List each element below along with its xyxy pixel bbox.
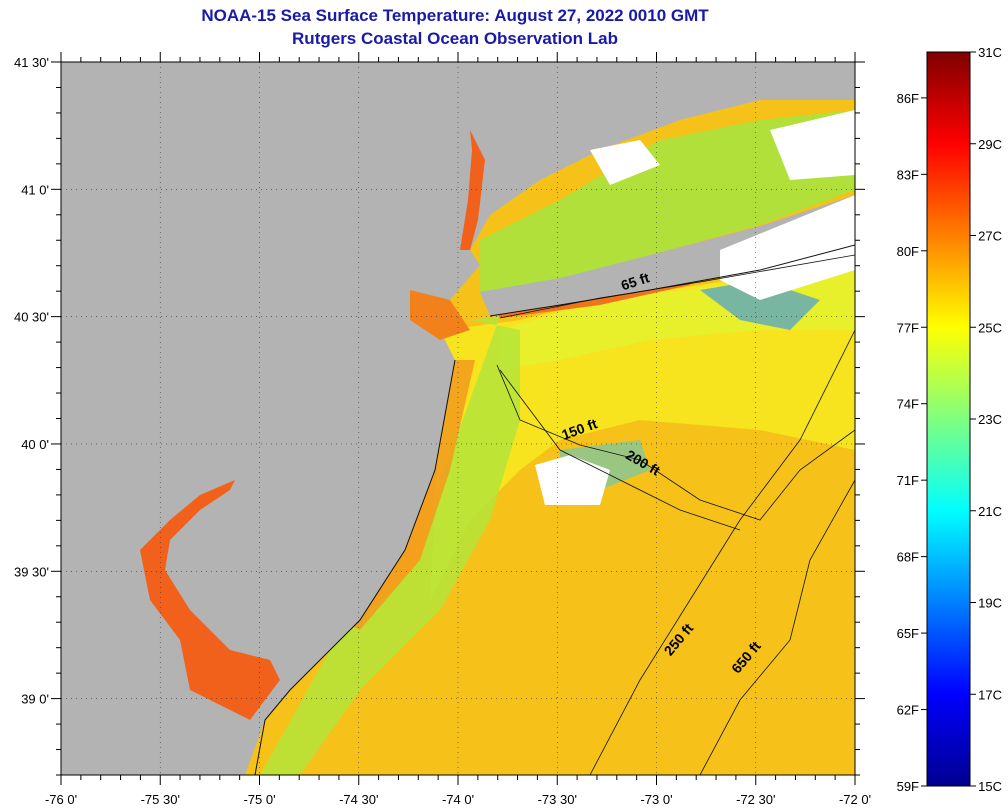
colorbar-label-c: 29C — [978, 137, 1002, 152]
raritan-bay — [410, 290, 470, 340]
colorbar-label-c: 19C — [978, 596, 1002, 611]
y-tick-label: 40 0' — [21, 437, 49, 452]
delaware-bay — [140, 460, 280, 720]
colorbar-label-f: 71F — [897, 473, 919, 488]
x-tick-label: -73 30' — [538, 792, 577, 807]
x-tick-label: -75 0' — [243, 792, 275, 807]
colorbar-label-f: 62F — [897, 703, 919, 718]
colorbar-label-f: 80F — [897, 244, 919, 259]
coastline-nj — [254, 359, 456, 775]
y-tick-label: 39 30' — [14, 564, 49, 579]
y-tick-label: 40 30' — [14, 310, 49, 325]
colorbar-labels: 31C 29C 27C 25C 23C 21C 19C 17C 15C 86F 83F 80F 77F 7… — [897, 45, 1002, 794]
nodata-shelf — [535, 455, 610, 505]
colorbar-label-f: 77F — [897, 320, 919, 335]
colorbar-label-c: 31C — [978, 45, 1002, 60]
sound-waters — [480, 110, 855, 295]
x-tick-label: -72 0' — [839, 792, 871, 807]
contour-65ft — [499, 254, 855, 319]
colorbar-label-c: 15C — [978, 779, 1002, 794]
colorbar-label-f: 68F — [897, 550, 919, 565]
nodata-connecticut — [770, 110, 855, 180]
x-tick-label: -75 30' — [141, 792, 180, 807]
contour-200ft — [499, 369, 741, 531]
colorbar-label-c: 23C — [978, 412, 1002, 427]
colorbar-label-c: 21C — [978, 504, 1002, 519]
axis-ticks: -76 0' -75 30' -75 0' -74 30' -74 0' -73 30' -… — [14, 52, 871, 807]
map-field — [61, 62, 855, 775]
x-tick-label: -74 30' — [339, 792, 378, 807]
cool-patch-northeast — [700, 280, 820, 330]
colorbar-label-f: 83F — [897, 167, 919, 182]
colorbar-label-f: 59F — [897, 779, 919, 794]
x-tick-label: -72 30' — [736, 792, 775, 807]
x-tick-label: -74 0' — [442, 792, 474, 807]
colorbar-label-c: 27C — [978, 229, 1002, 244]
nearshore-warm-strip — [340, 360, 475, 630]
contour-650ft — [699, 479, 855, 775]
colorbar-label-c: 17C — [978, 687, 1002, 702]
contour-250ft — [589, 329, 855, 775]
y-tick-label: 39 0' — [21, 692, 49, 707]
y-tick-label: 41 30' — [14, 55, 49, 70]
map-title: NOAA-15 Sea Surface Temperature: August … — [201, 6, 709, 25]
nodata-sound — [590, 140, 660, 185]
colorbar-label-f: 74F — [897, 397, 919, 412]
contour-150ft — [496, 364, 855, 521]
land-long-island — [480, 195, 855, 316]
x-tick-label: -73 0' — [640, 792, 672, 807]
colorbar-label-f: 65F — [897, 626, 919, 641]
hudson-river — [460, 130, 485, 250]
coastal-cool-band — [260, 316, 520, 775]
x-tick-label: -76 0' — [45, 792, 77, 807]
colorbar — [926, 51, 971, 787]
colorbar-label-f: 86F — [897, 91, 919, 106]
nodata-east — [720, 195, 855, 300]
land-new-jersey-new-york — [61, 62, 855, 775]
y-tick-label: 41 0' — [21, 182, 49, 197]
colorbar-label-c: 25C — [978, 320, 1002, 335]
map-subtitle: Rutgers Coastal Ocean Observation Lab — [292, 29, 618, 48]
